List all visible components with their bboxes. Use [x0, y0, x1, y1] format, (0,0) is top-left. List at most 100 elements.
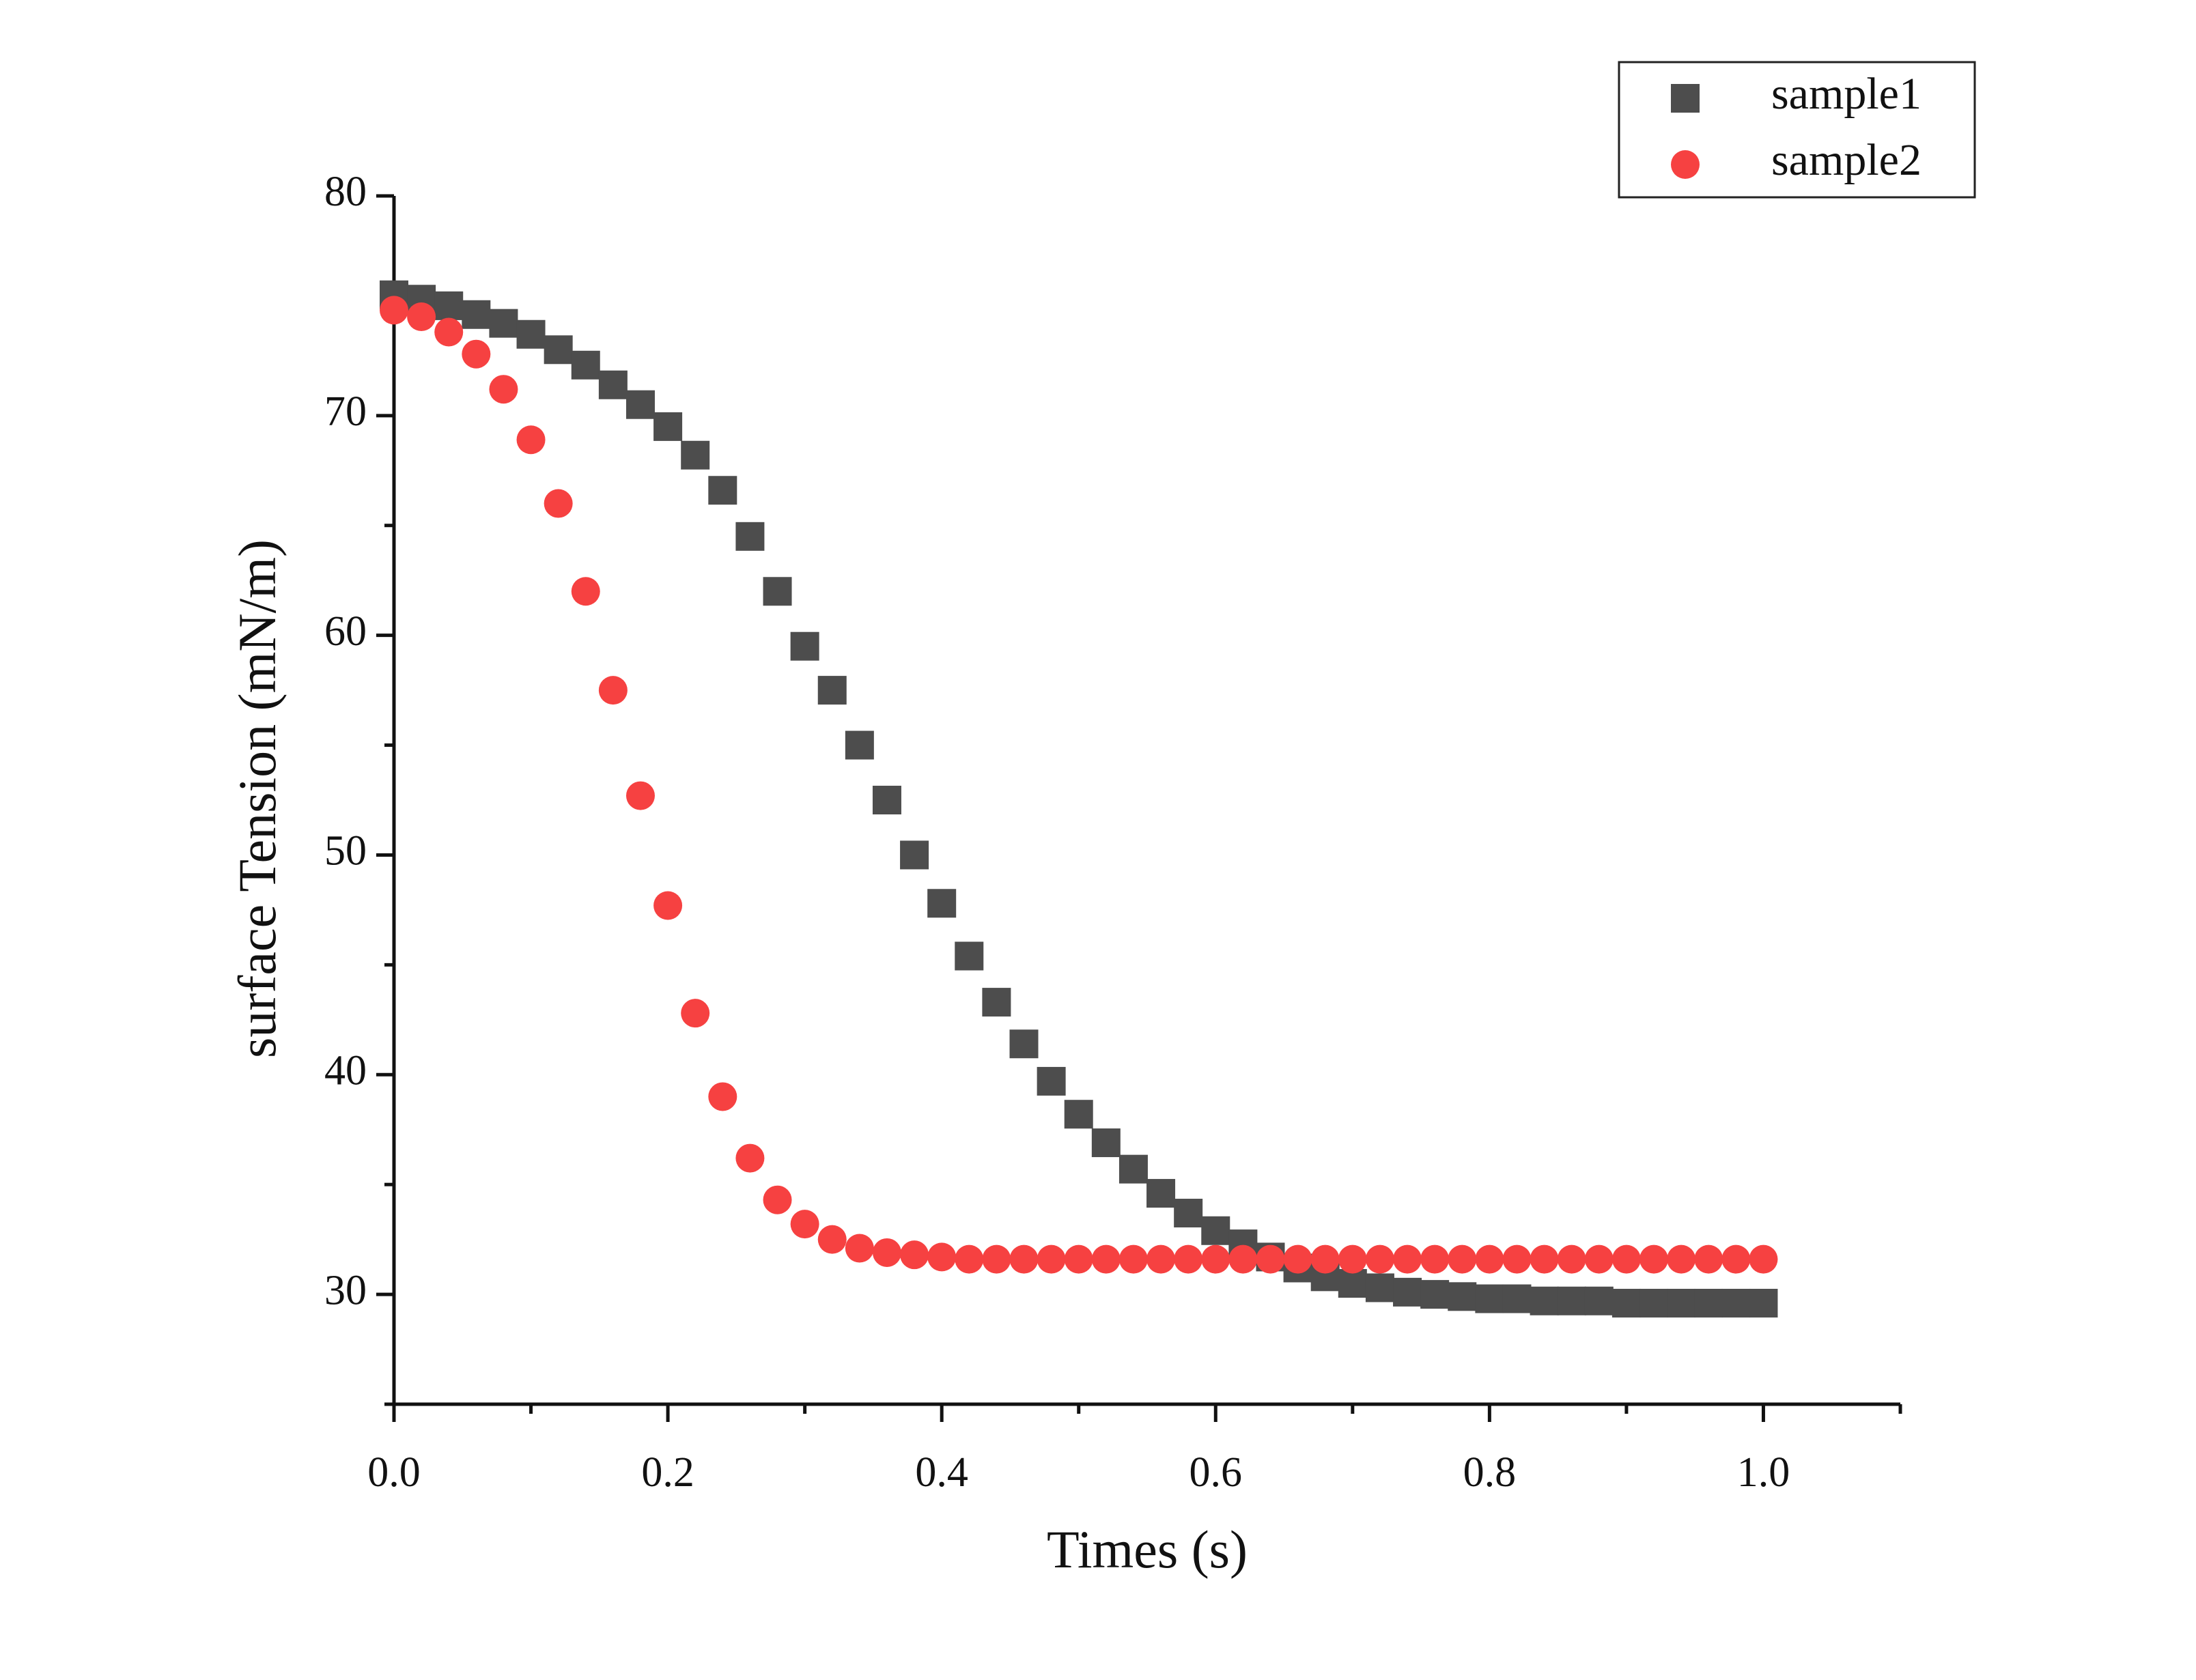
point — [735, 522, 765, 551]
x-tick-label: 0.4 — [915, 1449, 968, 1496]
point — [1091, 1244, 1121, 1274]
y-tick-label: 70 — [324, 388, 367, 435]
point — [407, 302, 436, 331]
point — [462, 339, 491, 369]
point — [1667, 1244, 1696, 1274]
point — [955, 1244, 984, 1274]
legend-label: sample1 — [1771, 69, 1922, 119]
point — [625, 390, 655, 419]
legend-marker — [1671, 84, 1700, 113]
point — [462, 300, 491, 329]
point — [1118, 1244, 1148, 1274]
point — [653, 412, 683, 441]
point — [982, 988, 1011, 1017]
point — [1749, 1244, 1778, 1274]
point — [1639, 1244, 1669, 1274]
point — [1749, 1288, 1778, 1318]
point — [516, 319, 546, 349]
point — [516, 425, 546, 455]
x-tick-label: 0.6 — [1190, 1449, 1243, 1496]
x-axis-title: Times (s) — [1047, 1520, 1248, 1579]
point — [1420, 1244, 1450, 1274]
x-tick-label: 0.8 — [1463, 1449, 1517, 1496]
point — [1064, 1100, 1093, 1129]
point — [845, 730, 874, 760]
point — [544, 335, 573, 365]
point — [900, 840, 929, 870]
point — [653, 891, 683, 920]
point — [1338, 1244, 1367, 1274]
point — [1584, 1244, 1614, 1274]
point — [735, 1143, 765, 1173]
point — [598, 676, 628, 705]
point — [1639, 1288, 1669, 1318]
y-tick-label: 80 — [324, 169, 367, 215]
point — [1174, 1199, 1203, 1228]
point — [681, 999, 710, 1028]
point — [1037, 1244, 1066, 1274]
point — [927, 1242, 957, 1272]
point — [1584, 1286, 1614, 1315]
point — [1283, 1244, 1312, 1274]
point — [1475, 1284, 1504, 1313]
point — [571, 577, 600, 606]
x-tick-label: 0.0 — [367, 1449, 421, 1496]
point — [1256, 1244, 1285, 1274]
point — [1530, 1286, 1559, 1315]
x-tick-label: 1.0 — [1737, 1449, 1790, 1496]
point — [790, 1210, 819, 1239]
point — [598, 370, 628, 399]
point — [625, 781, 655, 810]
point — [1009, 1244, 1039, 1274]
point — [708, 476, 737, 505]
point — [1475, 1244, 1504, 1274]
point — [1502, 1284, 1532, 1313]
point — [434, 291, 464, 320]
point — [1009, 1029, 1039, 1059]
point — [1146, 1244, 1176, 1274]
point — [434, 317, 464, 347]
y-tick-label: 40 — [324, 1048, 367, 1094]
point — [1721, 1244, 1751, 1274]
point — [489, 375, 518, 404]
point — [1146, 1179, 1176, 1208]
point — [1201, 1216, 1230, 1245]
point — [763, 1185, 792, 1214]
point — [927, 889, 957, 918]
point — [1502, 1244, 1532, 1274]
point — [872, 786, 901, 814]
point — [1365, 1244, 1394, 1274]
point — [1118, 1154, 1148, 1184]
point — [817, 1225, 847, 1254]
point — [1611, 1244, 1641, 1274]
point — [1201, 1244, 1230, 1274]
point — [1667, 1288, 1696, 1318]
point — [1310, 1244, 1340, 1274]
point — [489, 309, 518, 338]
point — [1557, 1244, 1586, 1274]
legend-label: sample2 — [1771, 135, 1922, 185]
point — [872, 1238, 901, 1267]
point — [1448, 1282, 1477, 1311]
point — [1448, 1244, 1477, 1274]
x-tick-label: 0.2 — [641, 1449, 694, 1496]
point — [681, 440, 710, 470]
point — [900, 1240, 929, 1270]
point — [708, 1082, 737, 1111]
point — [1420, 1280, 1450, 1309]
point — [1530, 1244, 1559, 1274]
point — [1365, 1273, 1394, 1302]
point — [982, 1244, 1011, 1274]
point — [817, 676, 847, 705]
point — [1091, 1128, 1121, 1158]
point — [1393, 1277, 1422, 1307]
point — [845, 1234, 874, 1263]
point — [1721, 1288, 1751, 1318]
point — [380, 296, 408, 325]
point — [1037, 1066, 1066, 1096]
y-axis-title: surface Tension (mN/m) — [227, 539, 287, 1058]
legend-marker — [1671, 150, 1700, 179]
point — [790, 631, 819, 661]
point — [1611, 1288, 1641, 1318]
